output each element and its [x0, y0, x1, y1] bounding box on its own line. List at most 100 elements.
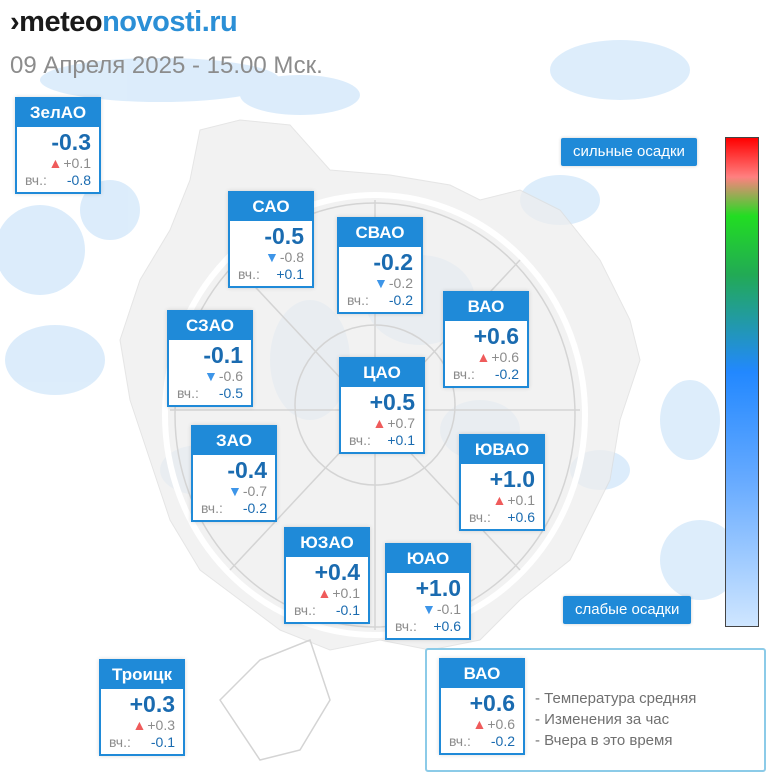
district-name: ВАО	[441, 660, 523, 688]
yesterday-label: вч.:	[349, 432, 371, 448]
legend-descriptions: - Температура средняя - Изменения за час…	[535, 688, 696, 751]
arrow-up-icon: ▲	[372, 415, 387, 431]
hourly-change: ▲+0.1	[461, 492, 543, 508]
arrow-down-icon: ▼	[204, 368, 218, 384]
district-temperature: -0.5	[264, 223, 304, 249]
yesterday-value: -0.2	[490, 733, 515, 749]
forecast-date-time: 09 Апреля 2025 - 15.00 Мск.	[10, 52, 323, 79]
district-card-yuao: ЮАО +1.0 ▼-0.1 вч.: +0.6	[385, 543, 471, 640]
hourly-change: ▼-0.8	[230, 249, 312, 265]
district-name: ЮАО	[387, 545, 469, 573]
hourly-change-value: -0.7	[242, 483, 267, 499]
yesterday-row: вч.: -0.2	[193, 499, 275, 520]
yesterday-row: вч.: -0.1	[286, 601, 368, 622]
yesterday-label: вч.:	[449, 733, 471, 749]
yesterday-value: +0.6	[507, 509, 535, 525]
district-temperature: -0.1	[203, 342, 243, 368]
legend-line-average-temp: - Температура средняя	[535, 690, 697, 707]
district-temperature: +1.0	[489, 466, 535, 492]
arrow-down-icon: ▼	[374, 275, 388, 291]
yesterday-label: вч.:	[294, 602, 316, 618]
yesterday-value: +0.1	[276, 266, 304, 282]
yesterday-row: вч.: +0.1	[230, 265, 312, 286]
district-temperature: +0.4	[314, 559, 360, 585]
yesterday-value: -0.8	[66, 172, 91, 188]
yesterday-value: -0.5	[218, 385, 243, 401]
hourly-change-value: +0.1	[332, 585, 360, 601]
yesterday-label: вч.:	[395, 618, 417, 634]
yesterday-label: вч.:	[469, 509, 491, 525]
district-name: САО	[230, 193, 312, 221]
district-card-troitsk: Троицк +0.3 ▲+0.3 вч.: -0.1	[99, 659, 185, 756]
arrow-down-icon: ▼	[228, 483, 242, 499]
legend-line-hourly-change: - Изменения за час	[535, 711, 670, 728]
yesterday-row: вч.: -0.8	[17, 171, 99, 192]
hourly-change-value: +0.3	[147, 717, 175, 733]
arrow-up-icon: ▲	[476, 349, 491, 365]
hourly-change-value: -0.6	[218, 368, 243, 384]
hourly-change: ▼-0.1	[387, 601, 469, 617]
hourly-change-value: -0.1	[436, 601, 461, 617]
yesterday-value: -0.2	[494, 366, 519, 382]
precipitation-scale-bar	[725, 137, 759, 627]
arrow-up-icon: ▲	[492, 492, 507, 508]
district-temperature: -0.4	[227, 457, 267, 483]
district-name: СЗАО	[169, 312, 251, 340]
district-name: ЮЗАО	[286, 529, 368, 557]
district-temperature: +0.6	[469, 690, 515, 716]
yesterday-label: вч.:	[109, 734, 131, 750]
scale-label-light: слабые осадки	[563, 596, 692, 624]
arrow-down-icon: ▼	[422, 601, 436, 617]
logo-mark: ›	[10, 6, 20, 38]
hourly-change-value: +0.6	[487, 716, 515, 732]
district-name: ЗелАО	[17, 99, 99, 127]
yesterday-label: вч.:	[347, 292, 369, 308]
yesterday-label: вч.:	[453, 366, 475, 382]
district-card-zao: ЗАО -0.4 ▼-0.7 вч.: -0.2	[191, 425, 277, 522]
legend-sample-card: ВАО +0.6 ▲+0.6 вч.: -0.2	[439, 658, 525, 755]
site-logo[interactable]: ›meteonovosti.ru	[10, 6, 238, 39]
district-card-tsao: ЦАО +0.5 ▲+0.7 вч.: +0.1	[339, 357, 425, 454]
district-name: ЮВАО	[461, 436, 543, 464]
hourly-change: ▼-0.2	[339, 275, 421, 291]
hourly-change-value: +0.1	[507, 492, 535, 508]
yesterday-label: вч.:	[201, 500, 223, 516]
district-temperature: -0.2	[373, 249, 413, 275]
district-temperature: -0.3	[51, 129, 91, 155]
yesterday-row: вч.: -0.2	[441, 732, 523, 753]
hourly-change: ▼-0.7	[193, 483, 275, 499]
yesterday-row: вч.: -0.5	[169, 384, 251, 405]
district-temperature: +0.3	[129, 691, 175, 717]
yesterday-row: вч.: -0.2	[445, 365, 527, 386]
yesterday-label: вч.:	[177, 385, 199, 401]
arrow-up-icon: ▲	[48, 155, 63, 171]
legend-line-yesterday: - Вчера в это время	[535, 732, 673, 749]
hourly-change: ▲+0.3	[101, 717, 183, 733]
district-card-sao: САО -0.5 ▼-0.8 вч.: +0.1	[228, 191, 314, 288]
district-name: Троицк	[101, 661, 183, 689]
yesterday-row: вч.: +0.6	[461, 508, 543, 529]
arrow-down-icon: ▼	[265, 249, 279, 265]
hourly-change: ▲+0.7	[341, 415, 423, 431]
district-card-vao: ВАО +0.6 ▲+0.6 вч.: -0.2	[443, 291, 529, 388]
yesterday-row: вч.: -0.2	[339, 291, 421, 312]
hourly-change: ▲+0.6	[445, 349, 527, 365]
logo-text-meteo: meteo	[19, 6, 103, 38]
district-name: ЦАО	[341, 359, 423, 387]
hourly-change-value: -0.8	[279, 249, 304, 265]
yesterday-row: вч.: +0.6	[387, 617, 469, 638]
arrow-up-icon: ▲	[317, 585, 332, 601]
district-temperature: +0.6	[473, 323, 519, 349]
hourly-change-value: +0.7	[387, 415, 415, 431]
district-temperature: +1.0	[415, 575, 461, 601]
yesterday-value: +0.1	[387, 432, 415, 448]
yesterday-label: вч.:	[25, 172, 47, 188]
yesterday-value: -0.2	[242, 500, 267, 516]
district-card-yuvao: ЮВАО +1.0 ▲+0.1 вч.: +0.6	[459, 434, 545, 531]
district-name: ВАО	[445, 293, 527, 321]
district-card-yuzao: ЮЗАО +0.4 ▲+0.1 вч.: -0.1	[284, 527, 370, 624]
hourly-change: ▲+0.1	[286, 585, 368, 601]
district-card-zelao: ЗелАО -0.3 ▲+0.1 вч.: -0.8	[15, 97, 101, 194]
hourly-change-value: +0.6	[491, 349, 519, 365]
district-temperature: +0.5	[369, 389, 415, 415]
